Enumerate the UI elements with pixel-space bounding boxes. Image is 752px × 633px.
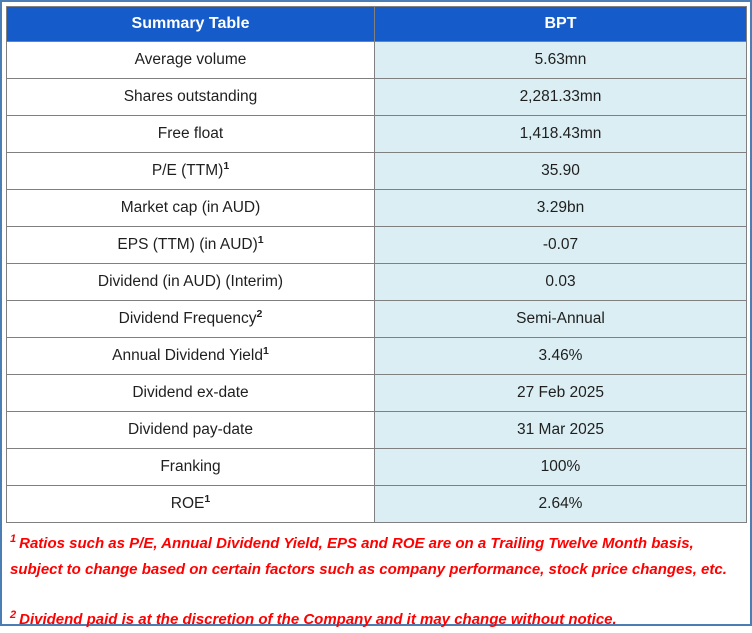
metric-label: ROE bbox=[170, 495, 205, 512]
metric-value: 2,281.33mn bbox=[519, 88, 602, 105]
footnote-1-text: Ratios such as P/E, Annual Dividend Yiel… bbox=[10, 535, 727, 578]
footnote-2-text: Dividend paid is at the discretion of th… bbox=[19, 611, 617, 628]
metric-value: 27 Feb 2025 bbox=[516, 384, 605, 401]
metric-label: Free float bbox=[157, 125, 224, 142]
footnote-marker: 1 bbox=[204, 492, 211, 505]
metric-label-cell: Dividend pay-date bbox=[6, 411, 375, 449]
metric-label: Dividend Frequency bbox=[118, 310, 257, 327]
table-row: Market cap (in AUD) 3.29bn bbox=[6, 189, 747, 227]
metric-label: Shares outstanding bbox=[123, 88, 258, 105]
metric-label-cell: Franking bbox=[6, 448, 375, 486]
footnote-2-marker: 2 bbox=[10, 609, 17, 621]
metric-value: 0.03 bbox=[545, 273, 576, 290]
metric-label-cell: Average volume bbox=[6, 41, 375, 79]
footnote-marker: 1 bbox=[262, 344, 269, 357]
metric-label-cell: Shares outstanding bbox=[6, 78, 375, 116]
metric-value: Semi-Annual bbox=[516, 310, 605, 327]
table-header-summary-label: Summary Table bbox=[131, 15, 250, 32]
table-row: P/E (TTM)1 35.90 bbox=[6, 152, 747, 190]
metric-value-cell: 5.63mn bbox=[374, 41, 747, 79]
summary-table-header: Summary Table BPT bbox=[6, 6, 747, 42]
footnotes: 1 Ratios such as P/E, Annual Dividend Yie… bbox=[6, 523, 746, 633]
metric-value-cell: 27 Feb 2025 bbox=[374, 374, 747, 412]
footnote-1: 1 Ratios such as P/E, Annual Dividend Yie… bbox=[10, 531, 740, 583]
footnote-marker: 1 bbox=[223, 159, 230, 172]
metric-value: 2.64% bbox=[538, 495, 583, 512]
table-row: Dividend pay-date 31 Mar 2025 bbox=[6, 411, 747, 449]
header-row: Summary Table BPT bbox=[6, 6, 747, 42]
metric-value: 31 Mar 2025 bbox=[516, 421, 605, 438]
metric-label-cell: Dividend (in AUD) (Interim) bbox=[6, 263, 375, 301]
table-header-summary: Summary Table bbox=[6, 6, 375, 42]
metric-value-cell: 31 Mar 2025 bbox=[374, 411, 747, 449]
metric-label-cell: P/E (TTM)1 bbox=[6, 152, 375, 190]
footnote-1-marker: 1 bbox=[10, 533, 17, 545]
metric-value: 3.46% bbox=[538, 347, 583, 364]
metric-value: 5.63mn bbox=[534, 51, 587, 68]
table-row: Dividend ex-date 27 Feb 2025 bbox=[6, 374, 747, 412]
table-header-ticker-label: BPT bbox=[544, 15, 577, 32]
table-row: Free float 1,418.43mn bbox=[6, 115, 747, 153]
metric-value-cell: Semi-Annual bbox=[374, 300, 747, 338]
table-row: Franking 100% bbox=[6, 448, 747, 486]
metric-value-cell: 3.29bn bbox=[374, 189, 747, 227]
metric-label-cell: Dividend ex-date bbox=[6, 374, 375, 412]
metric-label: Dividend pay-date bbox=[128, 421, 253, 438]
metric-value: 3.29bn bbox=[536, 199, 585, 216]
metric-value-cell: 3.46% bbox=[374, 337, 747, 375]
footnote-marker: 1 bbox=[257, 233, 264, 246]
metric-value-cell: 1,418.43mn bbox=[374, 115, 747, 153]
metric-label: P/E (TTM) bbox=[151, 162, 224, 179]
metric-value-cell: 100% bbox=[374, 448, 747, 486]
table-row: Annual Dividend Yield1 3.46% bbox=[6, 337, 747, 375]
table-row: Dividend (in AUD) (Interim) 0.03 bbox=[6, 263, 747, 301]
table-row: Shares outstanding 2,281.33mn bbox=[6, 78, 747, 116]
table-row: ROE1 2.64% bbox=[6, 485, 747, 523]
metric-label: Market cap (in AUD) bbox=[120, 199, 261, 216]
metric-value: -0.07 bbox=[542, 236, 579, 253]
table-row: EPS (TTM) (in AUD)1 -0.07 bbox=[6, 226, 747, 264]
metric-value: 1,418.43mn bbox=[519, 125, 602, 142]
metric-label-cell: ROE1 bbox=[6, 485, 375, 523]
metric-label-cell: Market cap (in AUD) bbox=[6, 189, 375, 227]
footnote-2: 2 Dividend paid is at the discretion of t… bbox=[10, 607, 740, 633]
metric-value-cell: 2,281.33mn bbox=[374, 78, 747, 116]
metric-label: Franking bbox=[160, 458, 221, 475]
metric-value-cell: -0.07 bbox=[374, 226, 747, 264]
table-row: Average volume 5.63mn bbox=[6, 41, 747, 79]
metric-label: EPS (TTM) (in AUD) bbox=[117, 236, 258, 253]
metric-label-cell: Dividend Frequency2 bbox=[6, 300, 375, 338]
metric-value: 35.90 bbox=[541, 162, 580, 179]
metric-label: Average volume bbox=[134, 51, 247, 68]
table-row: Dividend Frequency2 Semi-Annual bbox=[6, 300, 747, 338]
summary-table-body: Average volume 5.63mn Shares outstanding 2,… bbox=[6, 41, 747, 523]
metric-label-cell: EPS (TTM) (in AUD)1 bbox=[6, 226, 375, 264]
metric-label: Dividend (in AUD) (Interim) bbox=[97, 273, 284, 290]
metric-value-cell: 35.90 bbox=[374, 152, 747, 190]
metric-value: 100% bbox=[540, 458, 581, 475]
table-header-ticker: BPT bbox=[374, 6, 747, 42]
metric-label-cell: Free float bbox=[6, 115, 375, 153]
metric-value-cell: 2.64% bbox=[374, 485, 747, 523]
footnote-marker: 2 bbox=[256, 307, 263, 320]
metric-label-cell: Annual Dividend Yield1 bbox=[6, 337, 375, 375]
metric-label: Dividend ex-date bbox=[132, 384, 249, 401]
metric-label: Annual Dividend Yield bbox=[112, 347, 263, 364]
metric-value-cell: 0.03 bbox=[374, 263, 747, 301]
summary-table: Summary Table BPT Average volume 5.63mn Sh… bbox=[6, 6, 747, 523]
